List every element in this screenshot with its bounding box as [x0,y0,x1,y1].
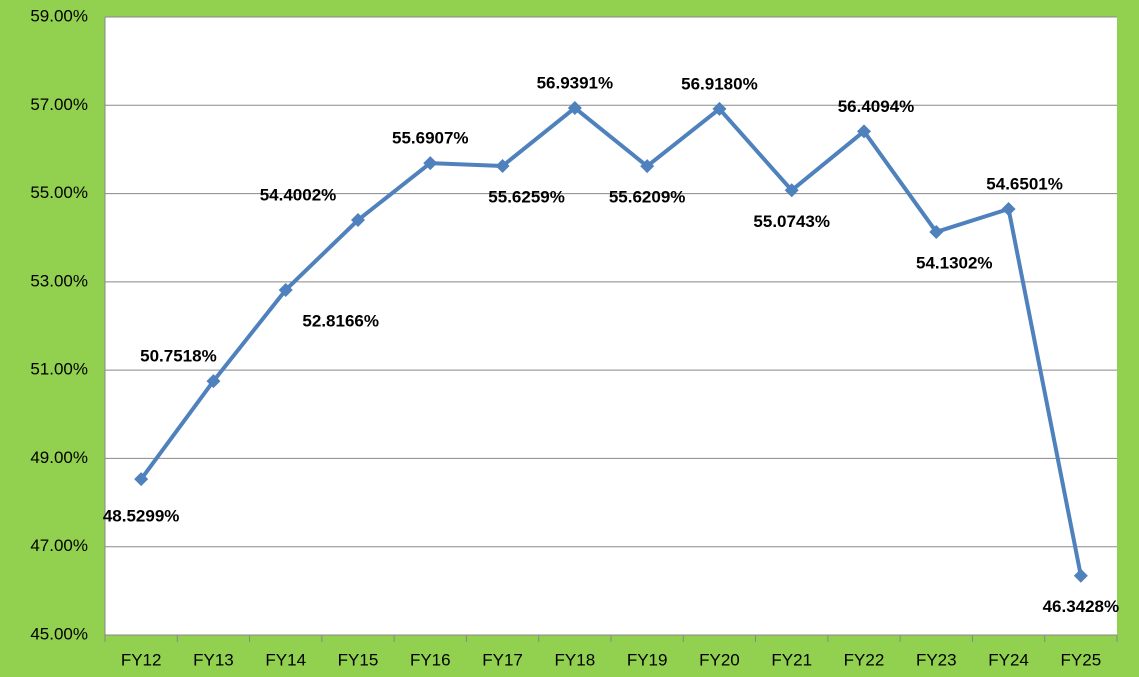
x-tick-label: FY25 [1061,650,1102,669]
data-label: 56.4094% [838,97,915,116]
data-label: 56.9391% [537,73,614,92]
x-tick-label: FY22 [844,650,885,669]
data-label: 55.6907% [392,129,469,148]
x-tick-label: FY21 [771,650,812,669]
marker [423,156,438,171]
x-tick-label: FY13 [193,650,234,669]
data-label: 46.3428% [1043,597,1120,616]
marker [929,224,944,239]
data-label: 52.8166% [302,311,379,330]
data-label: 50.7518% [140,347,217,366]
y-tick-label: 47.00% [30,536,88,555]
y-tick-label: 59.00% [30,6,88,25]
marker [1001,202,1016,217]
data-label: 54.6501% [986,175,1063,194]
data-label: 55.0743% [753,212,830,231]
marker [278,282,293,297]
y-tick-label: 49.00% [30,448,88,467]
x-tick-label: FY14 [265,650,306,669]
data-label: 55.6259% [488,187,565,206]
data-label: 56.9180% [681,74,758,93]
marker [857,124,871,139]
y-tick-label: 57.00% [30,95,88,114]
data-label: 55.6209% [609,188,686,207]
plot-area [105,17,1117,635]
y-tick-label: 51.00% [30,360,88,379]
data-label: 54.4002% [260,186,337,205]
marker [206,374,221,389]
marker [784,183,799,198]
y-tick-label: 53.00% [30,271,88,290]
x-tick-label: FY19 [627,650,668,669]
line [139,105,1083,577]
data-label: 54.1302% [916,253,993,272]
x-tick-label: FY20 [699,650,740,669]
data-label: 48.5299% [103,507,180,526]
marker [134,472,149,487]
marker [351,213,365,228]
x-tick-label: FY18 [555,650,596,669]
y-tick-label: 45.00% [30,624,88,643]
x-tick-label: FY12 [121,650,162,669]
x-tick-label: FY23 [916,650,957,669]
marker [712,101,727,116]
marker [567,100,582,115]
x-tick-label: FY16 [410,650,451,669]
marker [1073,568,1088,583]
x-tick-label: FY17 [482,650,523,669]
marker [495,158,510,173]
x-tick-label: FY15 [338,650,379,669]
marker [640,159,655,174]
x-tick-label: FY24 [988,650,1029,669]
y-tick-label: 55.00% [30,183,88,202]
